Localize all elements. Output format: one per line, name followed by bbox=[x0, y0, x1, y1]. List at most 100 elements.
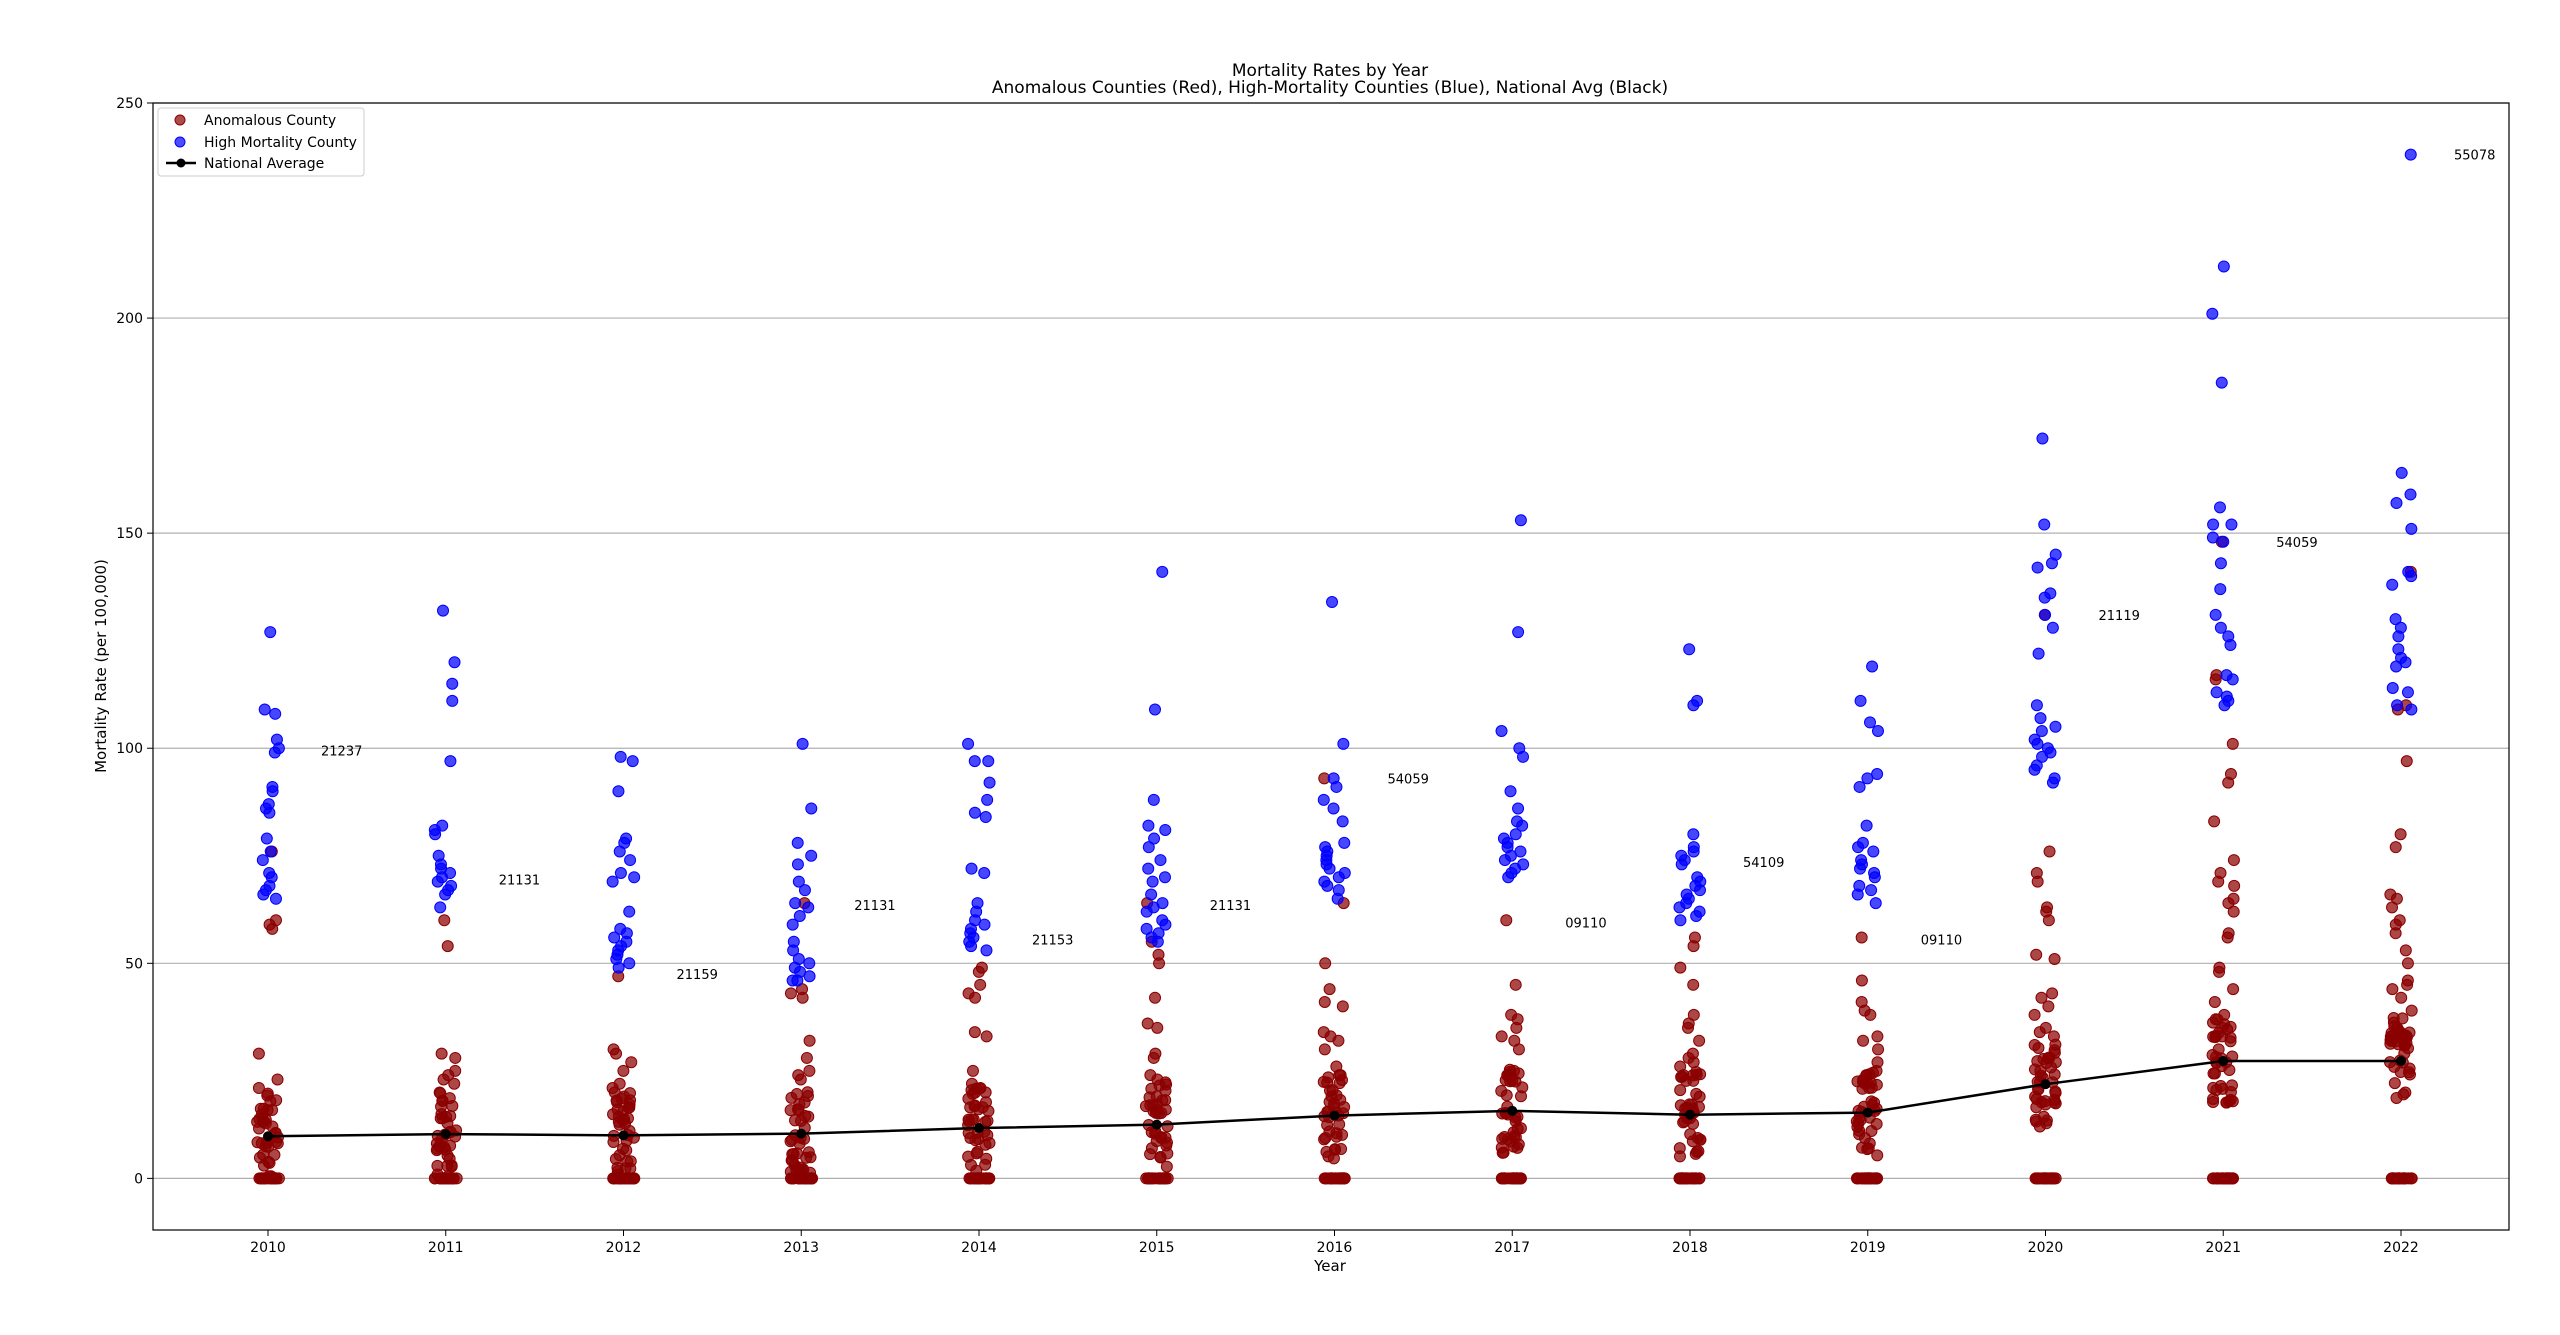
high-mortality-county-point bbox=[2405, 522, 2418, 535]
anomalous-county-point bbox=[263, 1156, 276, 1169]
high-mortality-county-point bbox=[786, 974, 799, 987]
high-mortality-county-point bbox=[623, 957, 636, 970]
high-mortality-county-point bbox=[962, 737, 975, 750]
anomalous-county-point bbox=[1677, 1069, 1690, 1082]
high-mortality-county-point bbox=[266, 785, 279, 798]
anomalous-county-point bbox=[979, 1096, 992, 1109]
high-mortality-county-point bbox=[1323, 862, 1336, 875]
high-mortality-county-point bbox=[2038, 518, 2051, 531]
anomalous-county-point bbox=[2389, 927, 2402, 940]
y-axis-ticks: 0 50 100 150 200 250 bbox=[116, 96, 153, 1187]
anomalous-county-point bbox=[794, 1073, 807, 1086]
high-mortality-county-point bbox=[1693, 884, 1706, 897]
high-mortality-county-point bbox=[2039, 608, 2052, 621]
anomalous-county-point bbox=[449, 1051, 462, 1064]
anomalous-county-point bbox=[2390, 1092, 2403, 1105]
high-mortality-county-point bbox=[1851, 888, 1864, 901]
anomalous-county-point bbox=[2047, 1030, 2060, 1043]
anomalous-county-point bbox=[625, 1056, 638, 1069]
anomalous-county-point bbox=[980, 1030, 993, 1043]
high-mortality-county-point bbox=[2035, 725, 2048, 738]
y-tick-label: 0 bbox=[134, 1171, 143, 1187]
high-mortality-county-point bbox=[431, 875, 444, 888]
high-mortality-county-point bbox=[792, 875, 805, 888]
high-mortality-county-point bbox=[789, 897, 802, 910]
anomalous-county-point bbox=[2212, 1043, 2225, 1056]
anomalous-county-point bbox=[1509, 1131, 1522, 1144]
anomalous-county-point bbox=[2402, 1172, 2415, 1185]
x-tick-label: 2012 bbox=[606, 1240, 642, 1256]
anomalous-county-point bbox=[1871, 1149, 1884, 1162]
high-mortality-county-point bbox=[1502, 871, 1515, 884]
legend-label-anomalous: Anomalous County bbox=[204, 113, 336, 129]
high-mortality-county-point bbox=[1504, 785, 1517, 798]
high-mortality-county-point bbox=[2214, 583, 2227, 596]
anomalous-county-point bbox=[2035, 991, 2048, 1004]
high-mortality-county-point bbox=[2217, 535, 2230, 548]
anomalous-county-point bbox=[1855, 974, 1868, 987]
high-mortality-county-point bbox=[1517, 750, 1530, 763]
national-average-point bbox=[1329, 1110, 1340, 1121]
high-mortality-county-point bbox=[1158, 871, 1171, 884]
high-mortality-county-point bbox=[2209, 608, 2222, 621]
legend-marker-anomalous bbox=[174, 114, 186, 126]
high-mortality-county-point bbox=[2031, 737, 2044, 750]
national-average-point bbox=[2396, 1055, 2406, 1066]
anomalous-county-point bbox=[1161, 1120, 1174, 1133]
anomalous-county-point bbox=[2400, 755, 2413, 768]
high-mortality-county-point bbox=[614, 750, 627, 763]
national-average-point bbox=[2218, 1055, 2229, 1066]
anomalous-county-point bbox=[1674, 1172, 1687, 1185]
anomalous-county-point bbox=[266, 1104, 279, 1117]
anomalous-county-point bbox=[1864, 1008, 1877, 1021]
high-mortality-county-point bbox=[1869, 897, 1882, 910]
anomalous-county-point bbox=[2401, 978, 2414, 991]
county-annotation-label: 21131 bbox=[499, 873, 540, 888]
high-mortality-county-point bbox=[1673, 901, 1686, 914]
anomalous-county-point bbox=[1321, 1076, 1334, 1089]
high-mortality-county-point bbox=[805, 802, 818, 815]
anomalous-county-point bbox=[1683, 1098, 1696, 1111]
anomalous-county-point bbox=[966, 1064, 979, 1077]
anomalous-county-point bbox=[1687, 978, 1700, 991]
high-mortality-county-point bbox=[1495, 725, 1508, 738]
anomalous-county-point bbox=[801, 1090, 814, 1103]
anomalous-county-point bbox=[1161, 1147, 1174, 1160]
anomalous-county-point bbox=[2386, 983, 2399, 996]
anomalous-county-point bbox=[2405, 1004, 2418, 1017]
high-mortality-county-point bbox=[623, 905, 636, 918]
x-tick-label: 2014 bbox=[961, 1240, 997, 1256]
high-mortality-county-point bbox=[805, 849, 818, 862]
high-mortality-county-point bbox=[628, 871, 641, 884]
anomalous-county-point bbox=[2214, 1079, 2227, 1092]
legend-marker-high-mortality bbox=[174, 136, 186, 148]
high-mortality-county-point bbox=[614, 866, 627, 879]
anomalous-county-point bbox=[2396, 1012, 2409, 1025]
anomalous-county-point bbox=[792, 1103, 805, 1116]
anomalous-county-point bbox=[974, 978, 987, 991]
high-mortality-county-point bbox=[448, 656, 461, 669]
anomalous-county-point bbox=[1687, 940, 1700, 953]
high-mortality-county-point bbox=[1865, 884, 1878, 897]
anomalous-county-point bbox=[1332, 1034, 1345, 1047]
anomalous-county-point bbox=[790, 1087, 803, 1100]
legend-marker-national-average bbox=[176, 158, 186, 168]
anomalous-county-point bbox=[1870, 1064, 1883, 1077]
anomalous-county-point bbox=[2385, 1030, 2398, 1043]
high-mortality-county-point bbox=[1868, 871, 1881, 884]
county-annotation-label: 54109 bbox=[1743, 856, 1784, 871]
y-tick-label: 200 bbox=[116, 311, 143, 327]
anomalous-county-point bbox=[1151, 1021, 1164, 1034]
high-mortality-county-point bbox=[1683, 643, 1696, 656]
anomalous-county-point bbox=[2207, 1095, 2220, 1108]
high-mortality-county-point bbox=[1674, 914, 1687, 927]
high-mortality-county-point bbox=[2218, 699, 2231, 712]
high-mortality-county-point bbox=[606, 875, 619, 888]
anomalous-county-point bbox=[626, 1172, 639, 1185]
anomalous-county-point bbox=[1871, 1172, 1884, 1185]
high-mortality-county-point bbox=[1148, 832, 1161, 845]
high-mortality-county-point bbox=[1332, 871, 1345, 884]
anomalous-county-point bbox=[1145, 1082, 1158, 1095]
national-average-point bbox=[1685, 1109, 1695, 1120]
high-mortality-county-point bbox=[612, 961, 625, 974]
